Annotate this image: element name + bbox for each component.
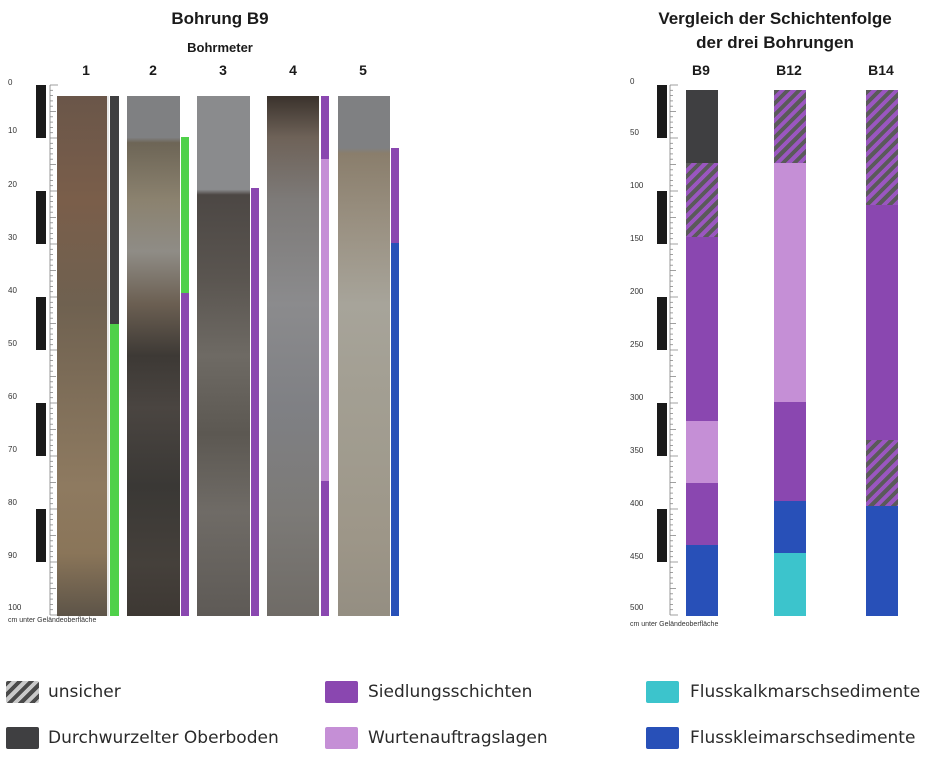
core-4-purple-bar-bottom bbox=[321, 481, 329, 616]
right-title-line1: Vergleich der Schichtenfolge bbox=[658, 9, 892, 28]
core-number-1: 1 bbox=[82, 62, 90, 78]
b12-flussklei bbox=[774, 501, 806, 553]
right-tick-100: 100 bbox=[630, 181, 644, 190]
core-5-purple-bar bbox=[391, 148, 399, 243]
b12-siedlung bbox=[774, 402, 806, 501]
legend-flusskalk-label: Flusskalkmarschsedimente bbox=[690, 682, 921, 702]
right-tick-50: 50 bbox=[630, 128, 639, 137]
core-number-3: 3 bbox=[219, 62, 227, 78]
left-tick-100: 100 bbox=[8, 603, 22, 612]
right-tick-250: 250 bbox=[630, 340, 644, 349]
legend-siedlung-swatch bbox=[325, 681, 358, 703]
right-axis-note: cm unter Geländeoberfläche bbox=[630, 621, 719, 628]
left-tick-60: 60 bbox=[8, 392, 17, 401]
right-tick-200: 200 bbox=[630, 287, 644, 296]
core-photo-3 bbox=[197, 96, 250, 616]
left-tick-30: 30 bbox=[8, 233, 17, 242]
core-2-green-bar bbox=[181, 137, 189, 293]
b9-flussklei bbox=[686, 545, 718, 616]
left-tick-80: 80 bbox=[8, 498, 17, 507]
right-tick-400: 400 bbox=[630, 499, 644, 508]
right-tick-300: 300 bbox=[630, 393, 644, 402]
core-1-green-bar bbox=[110, 324, 119, 616]
b9-wurten bbox=[686, 421, 718, 483]
legend-flussklei-label: Flusskleimarschsedimente bbox=[690, 728, 916, 748]
legend-siedlung-label: Siedlungsschichten bbox=[368, 682, 533, 702]
depth-scale-left-svg bbox=[36, 84, 58, 616]
legend-oberboden-swatch bbox=[6, 727, 39, 749]
legend-wurten-swatch bbox=[325, 727, 358, 749]
left-title: Bohrung B9 bbox=[171, 9, 269, 28]
left-tick-70: 70 bbox=[8, 445, 17, 454]
borehole-label-b9: B9 bbox=[692, 62, 710, 78]
legend-flussklei-swatch bbox=[646, 727, 679, 749]
left-subtitle: Bohrmeter bbox=[187, 40, 253, 55]
core-photo-5 bbox=[338, 96, 390, 616]
legend-wurten-label: Wurtenauftragslagen bbox=[368, 728, 548, 748]
legend-unsicher-swatch bbox=[6, 681, 39, 703]
right-tick-0: 0 bbox=[630, 77, 635, 86]
legend-oberboden-label: Durchwurzelter Oberboden bbox=[48, 728, 279, 748]
depth-scale-left bbox=[0, 80, 60, 620]
core-2-purple-bar bbox=[181, 293, 189, 616]
core-4-purple-bar-top bbox=[321, 96, 329, 159]
left-tick-0: 0 bbox=[8, 78, 13, 87]
b14-unsicher-top bbox=[866, 90, 898, 205]
b14-unsicher-bottom bbox=[866, 440, 898, 506]
left-tick-40: 40 bbox=[8, 286, 17, 295]
legend-unsicher-label: unsicher bbox=[48, 682, 121, 702]
core-photo-2 bbox=[127, 96, 180, 616]
core-number-2: 2 bbox=[149, 62, 157, 78]
left-tick-90: 90 bbox=[8, 551, 17, 560]
right-title-line2: der drei Bohrungen bbox=[696, 33, 854, 52]
depth-scale-right-svg bbox=[657, 84, 678, 616]
core-5-blue-bar bbox=[391, 243, 399, 616]
b14-siedlung bbox=[866, 205, 898, 440]
left-tick-10: 10 bbox=[8, 126, 17, 135]
legend-flusskalk-swatch bbox=[646, 681, 679, 703]
core-photo-4 bbox=[267, 96, 319, 616]
depth-scale-right bbox=[620, 80, 680, 620]
core-number-4: 4 bbox=[289, 62, 297, 78]
b9-unsicher bbox=[686, 163, 718, 237]
right-tick-450: 450 bbox=[630, 552, 644, 561]
right-tick-150: 150 bbox=[630, 234, 644, 243]
borehole-label-b14: B14 bbox=[868, 62, 894, 78]
borehole-label-b12: B12 bbox=[776, 62, 802, 78]
core-1-white-line bbox=[107, 96, 109, 616]
b9-siedlung-1 bbox=[686, 237, 718, 421]
b12-flusskalk bbox=[774, 553, 806, 616]
left-axis-note: cm unter Geländeoberfläche bbox=[8, 617, 97, 624]
b12-unsicher bbox=[774, 90, 806, 163]
left-tick-50: 50 bbox=[8, 339, 17, 348]
core-number-5: 5 bbox=[359, 62, 367, 78]
b9-oberboden bbox=[686, 90, 718, 163]
b12-wurten bbox=[774, 163, 806, 402]
left-tick-20: 20 bbox=[8, 180, 17, 189]
core-3-purple-bar bbox=[251, 188, 259, 616]
right-tick-350: 350 bbox=[630, 446, 644, 455]
core-1-topsoil-bar bbox=[110, 96, 119, 324]
b14-flussklei bbox=[866, 506, 898, 616]
core-4-light-purple-bar bbox=[321, 159, 329, 481]
b9-siedlung-2 bbox=[686, 483, 718, 545]
core-photo-1 bbox=[57, 96, 107, 616]
right-tick-500: 500 bbox=[630, 603, 644, 612]
